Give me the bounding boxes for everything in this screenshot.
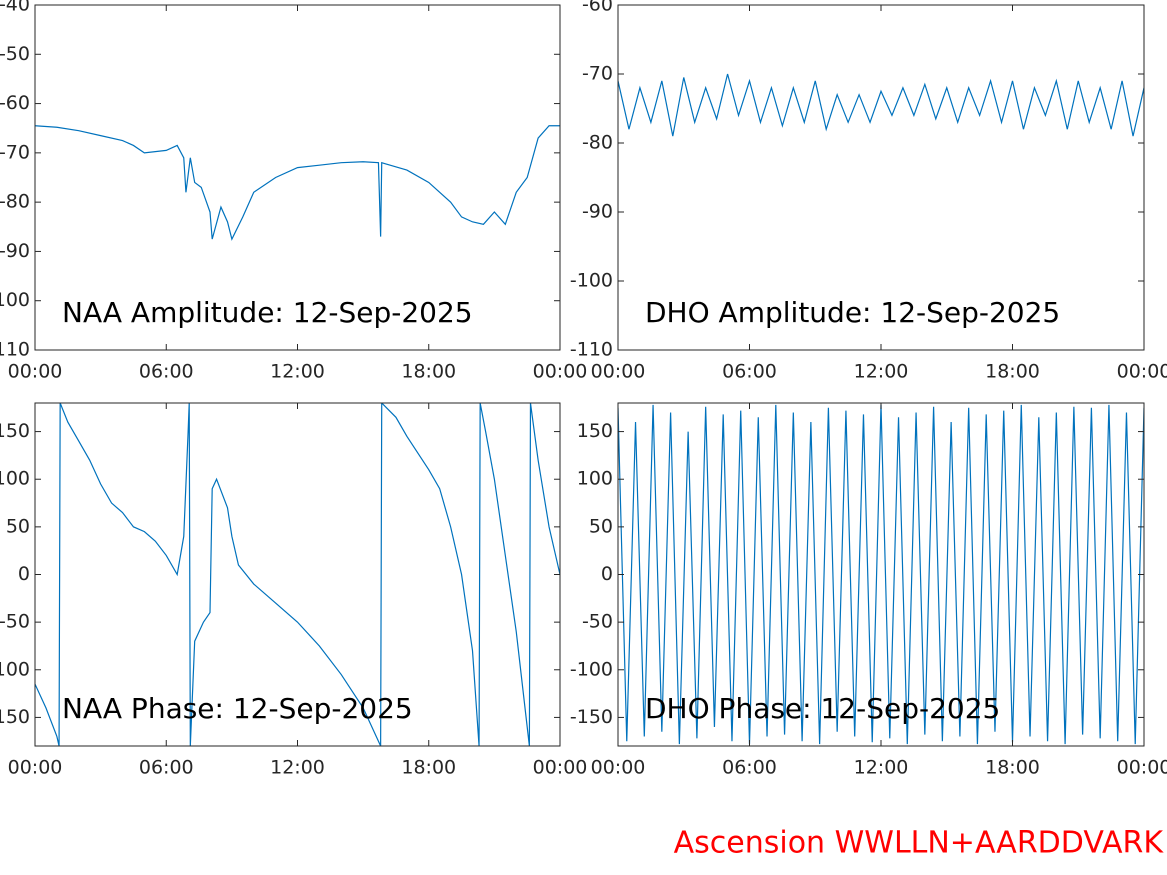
x-tick-label: 06:00	[139, 361, 194, 383]
y-tick-label: -70	[0, 141, 30, 163]
y-tick-label: 50	[589, 515, 613, 537]
chart-title: DHO Amplitude: 12-Sep-2025	[645, 296, 1060, 329]
x-tick-label: 00:00	[591, 757, 646, 779]
x-tick-label: 00:00	[533, 361, 588, 383]
x-tick-label: 00:00	[591, 361, 646, 383]
y-tick-label: -100	[0, 658, 30, 680]
y-tick-label: -60	[0, 92, 30, 114]
chart-title: NAA Phase: 12-Sep-2025	[62, 692, 413, 725]
y-tick-label: -110	[0, 339, 30, 361]
x-tick-label: 00:00	[533, 757, 588, 779]
y-tick-label: -80	[582, 132, 613, 154]
axes-background	[618, 403, 1144, 746]
x-tick-label: 00:00	[1117, 361, 1167, 383]
x-tick-label: 18:00	[985, 757, 1040, 779]
y-tick-label: -50	[0, 611, 30, 633]
x-tick-label: 00:00	[8, 757, 63, 779]
axes-box	[617, 402, 1145, 747]
axes-background	[35, 5, 560, 350]
y-tick-label: -90	[582, 201, 613, 223]
x-tick-label: 12:00	[854, 361, 909, 383]
x-tick-label: 18:00	[985, 361, 1040, 383]
data-line	[35, 125, 560, 241]
axes-background	[618, 5, 1144, 350]
axes-box	[34, 402, 561, 747]
y-tick-label: -80	[0, 191, 30, 213]
y-tick-label: -100	[570, 658, 613, 680]
y-tick-label: -150	[570, 706, 613, 728]
axes-box	[34, 4, 561, 351]
y-tick-label: 50	[6, 515, 30, 537]
x-tick-label: 18:00	[401, 757, 456, 779]
y-tick-label: -100	[0, 289, 30, 311]
data-line	[35, 403, 560, 746]
x-tick-label: 12:00	[270, 361, 325, 383]
x-tick-label: 12:00	[270, 757, 325, 779]
y-tick-label: -60	[582, 0, 613, 16]
y-tick-label: 100	[577, 468, 613, 490]
y-tick-label: -50	[582, 611, 613, 633]
y-tick-label: -50	[0, 43, 30, 65]
x-tick-label: 18:00	[401, 361, 456, 383]
x-tick-label: 06:00	[139, 757, 194, 779]
y-tick-label: -150	[0, 706, 30, 728]
y-tick-label: -90	[0, 240, 30, 262]
x-tick-label: 00:00	[1117, 757, 1167, 779]
x-tick-label: 06:00	[722, 361, 777, 383]
y-tick-label: 150	[577, 420, 613, 442]
axes-box	[617, 4, 1145, 351]
axes-background	[35, 403, 560, 746]
data-line	[618, 73, 1144, 137]
y-tick-label: -110	[570, 339, 613, 361]
y-tick-label: 0	[601, 563, 613, 585]
y-tick-label: -70	[582, 63, 613, 85]
y-tick-label: 0	[18, 563, 30, 585]
footer: Ascension WWLLN+AARDDVARK	[674, 826, 1165, 861]
y-tick-label: -40	[0, 0, 30, 16]
x-tick-label: 12:00	[854, 757, 909, 779]
chart-title: NAA Amplitude: 12-Sep-2025	[62, 296, 473, 329]
y-tick-label: -100	[570, 270, 613, 292]
y-tick-label: 150	[0, 420, 30, 442]
chart-title: DHO Phase: 12-Sep-2025	[645, 692, 1000, 725]
x-tick-label: 00:00	[8, 361, 63, 383]
y-tick-label: 100	[0, 468, 30, 490]
x-tick-label: 06:00	[722, 757, 777, 779]
